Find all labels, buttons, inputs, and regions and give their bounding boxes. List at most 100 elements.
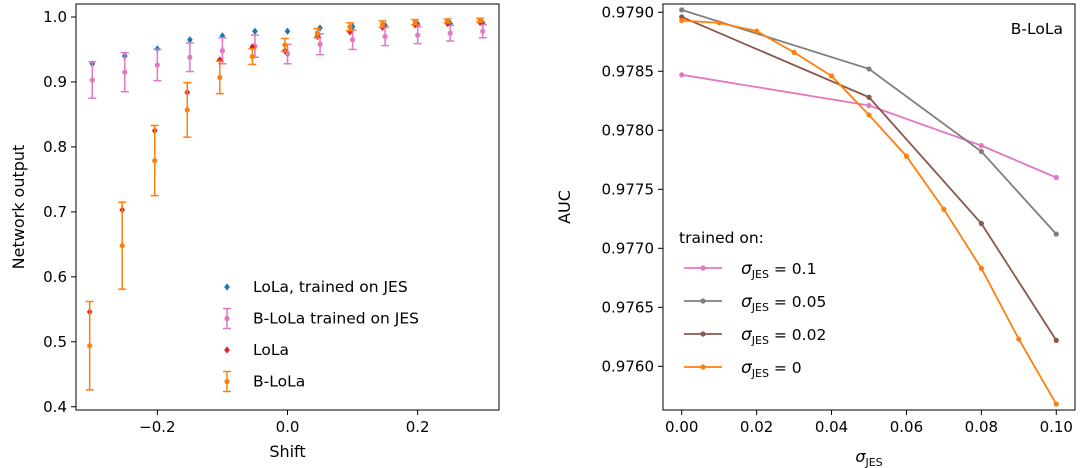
data-point [382, 33, 388, 40]
legend-marker [224, 315, 230, 322]
right-panel-annotation: B-LoLa [1011, 20, 1063, 38]
left-x-tick-label: 0.0 [276, 418, 300, 436]
data-point [282, 42, 288, 48]
series-line [681, 9, 1057, 235]
left-y-tick-label: 0.5 [43, 333, 67, 351]
data-point [187, 36, 193, 44]
data-point [1053, 174, 1059, 181]
data-point [347, 28, 353, 36]
left-y-tick-label: 0.7 [43, 203, 67, 221]
data-point [219, 48, 226, 54]
data-point [184, 107, 190, 113]
series-sigma-0 [679, 17, 1059, 407]
right-x-tick-label: 0.10 [1040, 418, 1073, 436]
data-point [1053, 337, 1059, 343]
right-y-tick-label: 0.9790 [602, 3, 655, 21]
series-sigma-0-02 [679, 14, 1059, 343]
legend-marker [700, 331, 706, 337]
right-legend-item: σJES = 0.05 [684, 292, 826, 314]
right-legend-label: σJES = 0.05 [741, 292, 826, 314]
right-legend-label: σJES = 0.1 [741, 259, 816, 281]
right-x-tick-label: 0.08 [965, 418, 998, 436]
right-y-ticks: 0.9760 0.9765 0.9770 0.9775 0.9780 0.9785 0.97… [602, 3, 663, 375]
data-point [941, 206, 947, 212]
data-point [122, 69, 128, 75]
data-point [412, 19, 418, 25]
data-point [978, 143, 984, 149]
left-legend-label: LoLa [253, 341, 289, 359]
right-y-tick-label: 0.9780 [602, 121, 655, 139]
legend-marker [224, 283, 230, 291]
data-point [217, 74, 223, 81]
data-point [828, 73, 835, 79]
right-y-tick-label: 0.9785 [602, 62, 655, 80]
left-y-axis-label: Network output [9, 145, 28, 270]
right-y-tick-label: 0.9770 [602, 239, 655, 257]
right-x-tick-label: 0.02 [740, 418, 773, 436]
data-point [415, 32, 421, 38]
right-chart-panel: 0.00 0.02 0.04 0.06 0.08 0.10 0.97600.97650.9… [555, 3, 1076, 468]
left-x-tick-label: −0.2 [139, 418, 175, 436]
data-point [1053, 231, 1059, 237]
data-point [679, 17, 685, 24]
data-point [477, 17, 483, 23]
right-legend-item: σJES = 0 [684, 358, 802, 380]
data-point [903, 153, 910, 159]
data-point [866, 94, 872, 100]
legend-marker [224, 346, 230, 354]
left-legend: LoLa, trained on JES B-LoLa trained on JE… [223, 278, 419, 393]
right-legend-label: σJES = 0.02 [741, 325, 826, 347]
right-plot-area [679, 7, 1059, 407]
left-y-ticks: 0.4 0.5 0.6 0.7 0.8 0.9 1.0 [43, 8, 76, 416]
left-legend-item: LoLa, trained on JES [224, 278, 408, 296]
data-point [978, 220, 984, 227]
left-legend-label: B-LoLa trained on JES [253, 310, 419, 328]
right-legend-label: σJES = 0 [741, 358, 802, 380]
right-x-tick-label: 0.04 [815, 418, 848, 436]
right-legend-item: σJES = 0.1 [684, 259, 816, 281]
left-x-axis-label: Shift [269, 442, 305, 461]
series-line [681, 73, 1057, 179]
data-point [314, 30, 321, 36]
series-b-lola [85, 17, 485, 391]
data-point [119, 243, 125, 249]
data-point [349, 37, 356, 43]
data-point [252, 27, 258, 35]
left-y-tick-label: 0.9 [43, 73, 67, 91]
data-point [716, 20, 722, 26]
legend-marker [700, 298, 706, 304]
data-point [249, 54, 255, 60]
data-point [866, 112, 872, 118]
data-point [866, 66, 872, 72]
left-x-tick-label: 0.2 [406, 418, 430, 436]
data-point [152, 157, 158, 164]
left-x-ticks: −0.2 0.0 0.2 [139, 410, 430, 436]
data-point [1053, 401, 1059, 407]
left-plot-area [85, 17, 487, 391]
data-point [866, 102, 872, 109]
data-point [754, 28, 760, 34]
right-y-tick-label: 0.9775 [602, 180, 655, 198]
data-point [154, 62, 160, 68]
legend-marker [224, 378, 230, 385]
series-sigma-0-1 [679, 72, 1059, 181]
right-x-ticks: 0.00 0.02 0.04 0.06 0.08 0.10 [665, 410, 1073, 436]
legend-marker [700, 265, 706, 271]
data-point [679, 7, 685, 13]
data-point [791, 49, 797, 55]
left-y-tick-label: 0.4 [43, 398, 67, 416]
left-y-tick-label: 1.0 [43, 8, 67, 26]
data-point [679, 72, 685, 78]
left-y-tick-label: 0.8 [43, 138, 67, 156]
data-point [87, 343, 93, 349]
right-y-tick-label: 0.9760 [602, 357, 655, 375]
right-y-tick-label: 0.9765 [602, 298, 655, 316]
right-legend: trained on: σJES = 0.1 σJES = 0.05 σJES = 0… [679, 229, 826, 380]
left-y-tick-label: 0.6 [43, 268, 67, 286]
right-axes-frame [662, 3, 1076, 411]
left-chart-panel: −0.2 0.0 0.2 0.4 0.5 0.6 0.7 0.8 0.9 1.0 Shift N… [9, 3, 500, 461]
right-legend-title: trained on: [679, 229, 764, 247]
data-point [444, 18, 451, 24]
